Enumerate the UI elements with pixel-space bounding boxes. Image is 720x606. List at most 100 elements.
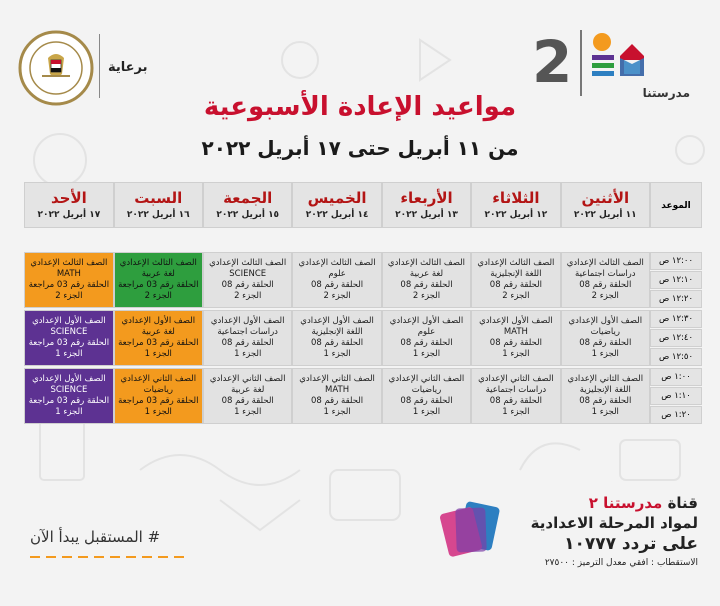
page-subtitle: من ١١ أبريل حتى ١٧ أبريل ٢٠٢٢ xyxy=(201,136,519,160)
cell-line-l2: رياضيات xyxy=(143,385,173,395)
page-title: مواعيد الإعادة الأسبوعية xyxy=(203,92,517,122)
cell-line-l1: الصف الأول الإعدادي xyxy=(479,316,553,326)
schedule-cell: الصف الثالث الإعدادي اللغة الإنجليزية الحل… xyxy=(471,252,561,308)
day-name: الخميس xyxy=(307,189,367,207)
day-date: ١٢ أبريل ٢٠٢٢ xyxy=(484,210,548,220)
cell-line-l3: الحلقة رقم 03 مراجعة xyxy=(28,338,110,348)
cell-line-l2: رياضيات xyxy=(411,385,442,395)
cell-line-l4: الجزء 2 xyxy=(144,291,172,301)
schedule-cell: الصف الأول الإعدادي علوم الحلقة رقم 08 الجز… xyxy=(381,310,472,366)
cell-line-l3: الحلقة رقم 08 xyxy=(311,338,364,348)
ministry-emblem-logo xyxy=(18,30,94,106)
cell-line-l3: الحلقة رقم 08 xyxy=(579,396,632,406)
schedule-cell: الصف الثالث الإعدادي علوم الحلقة رقم 08 الج… xyxy=(292,252,382,308)
day-date: ١٣ أبريل ٢٠٢٢ xyxy=(395,210,458,220)
cell-line-l1: الصف الثالث الإعدادي xyxy=(387,258,466,268)
cell-line-l3: الحلقة رقم 03 مراجعة xyxy=(28,280,110,290)
madrasetna-logo: 2 مدرستنا xyxy=(530,22,700,102)
time-slot: ١٢:٣٠ ص xyxy=(650,310,702,328)
day-name: الأحد xyxy=(50,189,87,207)
books-icon xyxy=(440,501,500,557)
cell-line-l2: اللغة الإنجليزية xyxy=(490,269,542,279)
day-header: الأربعاء ١٣ أبريل ٢٠٢٢ xyxy=(381,182,472,228)
cell-line-l4: الجزء 1 xyxy=(55,407,83,417)
schedule-cell: الصف الثالث الإعدادي لغة عربية الحلقة رقم … xyxy=(381,252,472,308)
channel-name: مدرستنا ٢ xyxy=(588,494,663,512)
time-slot: ١٢:١٠ ص xyxy=(650,271,702,289)
time-slot: ١٢:٤٠ ص xyxy=(650,329,702,347)
cell-line-l3: الحلقة رقم 08 xyxy=(221,396,274,406)
cell-line-l1: الصف الثاني الإعدادي xyxy=(120,374,197,384)
cell-line-l4: الجزء 1 xyxy=(502,407,530,417)
cell-line-l1: الصف الأول الإعدادي xyxy=(300,316,374,326)
cell-line-l3: الحلقة رقم 08 xyxy=(311,396,364,406)
cell-line-l4: الجزء 1 xyxy=(323,407,351,417)
cell-line-l4: الجزء 2 xyxy=(412,291,441,301)
cell-line-l1: الصف الثالث الإعدادي xyxy=(209,258,287,268)
cell-line-l3: الحلقة رقم 08 xyxy=(221,338,274,348)
schedule-cell: الصف الأول الإعدادي دراسات اجتماعية الحلقة… xyxy=(203,310,293,366)
schedule-cell: الصف الثاني الإعدادي رياضيات الحلقة رقم 03… xyxy=(113,368,203,424)
cell-line-l3: الحلقة رقم 08 xyxy=(400,280,453,290)
cell-line-l2: MATH xyxy=(503,327,528,337)
schedule-cell: الصف الأول الإعدادي SCIENCE الحلقة رقم 03 … xyxy=(24,310,114,366)
cell-line-l3: الحلقة رقم 08 xyxy=(579,338,632,348)
cell-line-l3: الحلقة رقم 08 xyxy=(579,280,632,290)
schedule-cell: الصف الأول الإعدادي رياضيات الحلقة رقم 08 ا… xyxy=(560,310,650,366)
madrasetna-logo-mark: 2 xyxy=(532,28,644,96)
cell-line-l4: الجزء 1 xyxy=(144,349,172,359)
cell-line-l4: الجزء 2 xyxy=(591,291,619,301)
cell-line-l4: الجزء 1 xyxy=(591,407,619,417)
cell-line-l1: الصف الثاني الإعدادي xyxy=(478,374,554,384)
slogan-underline xyxy=(30,556,190,558)
cell-line-l1: الصف الأول الإعدادي xyxy=(32,316,106,326)
cell-line-l2: علوم xyxy=(417,327,436,337)
cell-line-l1: الصف الثالث الإعدادي xyxy=(566,258,644,268)
cell-line-l4: الجزء 2 xyxy=(55,291,83,301)
day-date: ١٦ أبريل ٢٠٢٢ xyxy=(126,210,190,220)
schedule-cell: الصف الثاني الإعدادي لغة عربية الحلقة رقم … xyxy=(203,368,293,424)
cell-line-l1: الصف الثاني الإعدادي xyxy=(567,374,644,384)
cell-line-l3: الحلقة رقم 08 xyxy=(489,396,542,406)
cell-line-l2: دراسات اجتماعية xyxy=(217,327,278,337)
cell-line-l1: الصف الثالث الإعدادي xyxy=(119,258,197,268)
time-column-header: الموعد xyxy=(650,182,702,228)
day-header: السبت ١٦ أبريل ٢٠٢٢ xyxy=(113,182,203,228)
cell-line-l2: لغة عربية xyxy=(231,385,265,395)
hashtag-slogan: # المستقبل يبدأ الآن xyxy=(30,528,161,546)
cell-line-l2: لغة عربية xyxy=(141,327,175,337)
cell-line-l3: الحلقة رقم 03 مراجعة xyxy=(118,396,199,406)
schedule-cell: الصف الثاني الإعدادي اللغة الإنجليزية الحل… xyxy=(560,368,650,424)
cell-line-l4: الجزء 1 xyxy=(323,349,351,359)
schedule-cell: الصف الأول الإعدادي لغة عربية الحلقة رقم 0… xyxy=(113,310,203,366)
channel-frequency: على تردد ١٠٧٧٧ xyxy=(564,534,698,554)
cell-line-l3: الحلقة رقم 03 مراجعة xyxy=(118,338,199,348)
cell-line-l4: الجزء 1 xyxy=(144,407,172,417)
cell-line-l2: دراسات اجتماعية xyxy=(485,385,547,395)
cell-line-l3: الحلقة رقم 03 مراجعة xyxy=(118,280,199,290)
day-name: السبت xyxy=(134,189,183,207)
sponsor-label: برعاية xyxy=(108,60,148,75)
cell-line-l1: الصف الثالث الإعدادي xyxy=(30,258,108,268)
schedule-cell: الصف الثالث الإعدادي SCIENCE الحلقة رقم 08… xyxy=(203,252,293,308)
schedule-grid: الموعد الأثنين ١١ أبريل ٢٠٢٢ الثلاثاء ١٢ أب… xyxy=(24,182,702,428)
cell-line-l1: الصف الأول الإعدادي xyxy=(389,316,464,326)
channel-polarization: الاستقطاب : افقي معدل الترميز : ٢٧٥٠٠ xyxy=(544,558,698,568)
day-date: ١٥ أبريل ٢٠٢٢ xyxy=(216,210,280,220)
day-name: الأثنين xyxy=(581,189,630,207)
cell-line-l4: الجزء 1 xyxy=(502,349,530,359)
cell-line-l1: الصف الثالث الإعدادي xyxy=(298,258,376,268)
schedule-cell: الصف الثالث الإعدادي MATH الحلقة رقم 03 مر… xyxy=(24,252,114,308)
cell-line-l4: الجزء 1 xyxy=(234,407,262,417)
cell-line-l1: الصف الثالث الإعدادي xyxy=(477,258,555,268)
cell-line-l1: الصف الثاني الإعدادي xyxy=(209,374,286,384)
cell-line-l3: الحلقة رقم 08 xyxy=(400,338,453,348)
schedule-cell: الصف الثالث الإعدادي لغة عربية الحلقة رقم … xyxy=(113,252,203,308)
cell-line-l2: علوم xyxy=(328,269,346,279)
schedule-cell: الصف الأول الإعدادي SCIENCE الحلقة رقم 03 … xyxy=(24,368,114,424)
cell-line-l4: الجزء 2 xyxy=(502,291,530,301)
day-header: الجمعة ١٥ أبريل ٢٠٢٢ xyxy=(203,182,293,228)
svg-text:2: 2 xyxy=(532,28,572,96)
cell-line-l2: اللغة الإنجليزية xyxy=(579,385,631,395)
time-slot: ١:٠٠ ص xyxy=(650,368,702,386)
